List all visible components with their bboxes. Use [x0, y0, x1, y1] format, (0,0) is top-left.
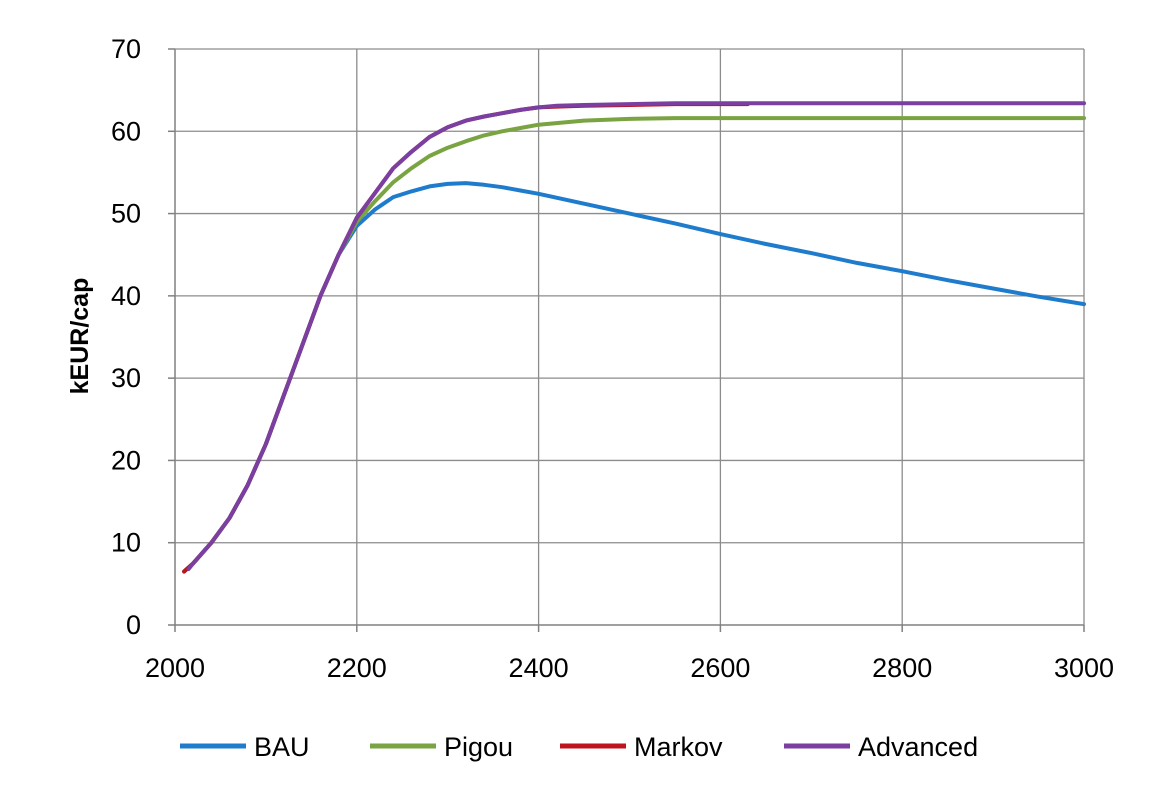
legend-label-advanced: Advanced: [858, 732, 978, 762]
legend-label-markov: Markov: [634, 732, 723, 762]
series-lines: [182, 101, 1086, 574]
legend-label-bau: BAU: [254, 732, 310, 762]
series-line-advanced: [186, 101, 1086, 571]
x-tick-label: 2800: [872, 653, 932, 683]
legend: BAU Pigou Markov Advanced: [180, 732, 978, 762]
legend-label-pigou: Pigou: [444, 732, 513, 762]
y-tick-label: 10: [111, 528, 141, 558]
x-tick-label: 2400: [509, 653, 569, 683]
x-tick-label: 2600: [690, 653, 750, 683]
y-tick-label: 30: [111, 363, 141, 393]
x-tick-labels: 2000 2200 2400 2600 2800 3000: [145, 653, 1114, 683]
gridlines: [175, 48, 1085, 625]
axes: [168, 48, 1085, 632]
y-tick-label: 40: [111, 281, 141, 311]
y-tick-label: 60: [111, 116, 141, 146]
x-tick-label: 2200: [327, 653, 387, 683]
y-tick-label: 20: [111, 445, 141, 475]
y-tick-label: 70: [111, 34, 141, 64]
x-tick-label: 2000: [145, 653, 205, 683]
y-tick-label: 0: [126, 610, 141, 640]
y-tick-labels: 0 10 20 30 40 50 60 70: [111, 34, 141, 640]
y-axis-title: kEUR/cap: [66, 278, 94, 395]
x-tick-label: 3000: [1054, 653, 1114, 683]
y-tick-label: 50: [111, 199, 141, 229]
